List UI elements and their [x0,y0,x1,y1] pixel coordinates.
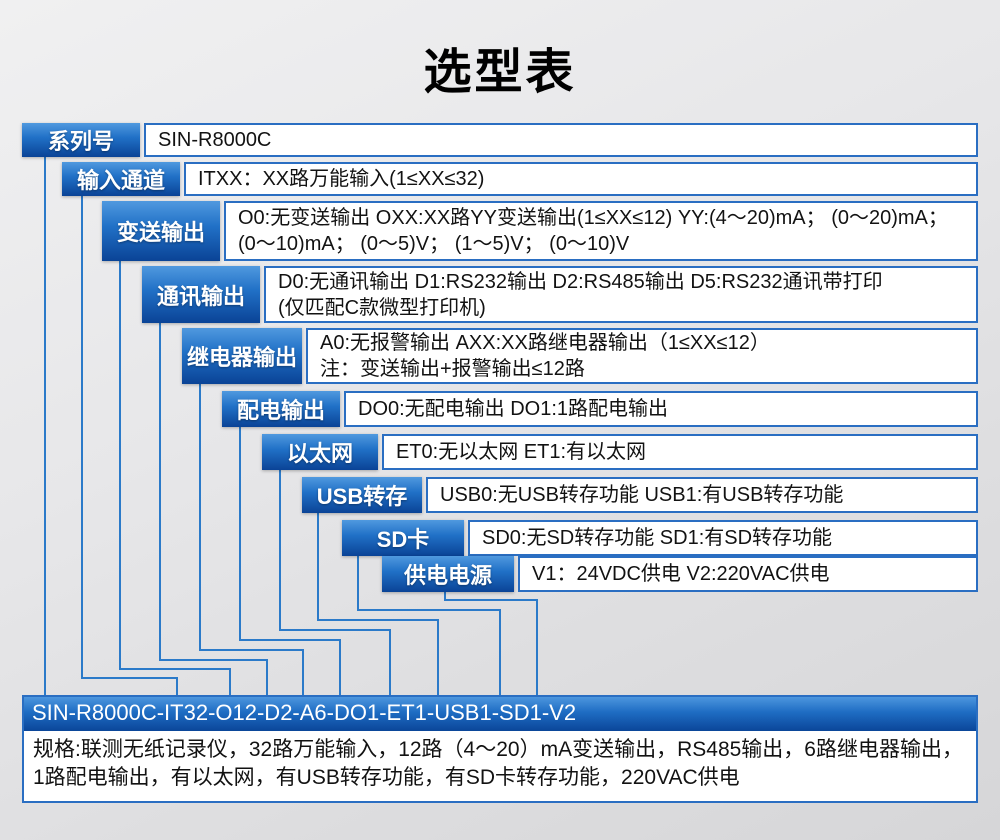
row-power-supply-label: 供电电源 [382,556,514,592]
row-transmit-output: 变送输出 O0:无变送输出 OXX:XX路YY变送输出(1≤XX≤12) YY:(… [102,201,978,261]
row-series: 系列号 SIN-R8000C [22,123,978,157]
row-sd-card-content: SD0:无SD转存功能 SD1:有SD转存功能 [468,520,978,556]
row-transmit-output-label: 变送输出 [102,201,220,261]
row-power-dist-output: 配电输出 DO0:无配电输出 DO1:1路配电输出 [222,391,978,427]
connector-sd-card [357,556,501,697]
row-transmit-output-content: O0:无变送输出 OXX:XX路YY变送输出(1≤XX≤12) YY:(4～20… [224,201,978,261]
row-sd-card-label: SD卡 [342,520,464,556]
row-power-dist-output-label: 配电输出 [222,391,340,427]
row-comm-output-label: 通讯输出 [142,266,260,323]
row-power-supply: 供电电源 V1：24VDC供电 V2:220VAC供电 [382,556,978,592]
model-code-bar: SIN-R8000C-IT32-O12-D2-A6-DO1-ET1-USB1-S… [24,697,976,731]
row-input-channels: 输入通道 ITXX：XX路万能输入(1≤XX≤32) [62,162,978,196]
row-power-dist-output-content: DO0:无配电输出 DO1:1路配电输出 [344,391,978,427]
result-block: SIN-R8000C-IT32-O12-D2-A6-DO1-ET1-USB1-S… [22,695,978,803]
connector-power-supply [444,592,538,697]
row-input-channels-label: 输入通道 [62,162,180,196]
row-relay-output-label: 继电器输出 [182,328,302,384]
connector-comm-output [159,323,268,697]
page-title: 选型表 [423,46,577,99]
row-power-supply-content: V1：24VDC供电 V2:220VAC供电 [518,556,978,592]
row-sd-card: SD卡 SD0:无SD转存功能 SD1:有SD转存功能 [342,520,978,556]
row-usb-transfer-content: USB0:无USB转存功能 USB1:有USB转存功能 [426,477,978,513]
row-usb-transfer: USB转存 USB0:无USB转存功能 USB1:有USB转存功能 [302,477,978,513]
row-ethernet-content: ET0:无以太网 ET1:有以太网 [382,434,978,470]
connector-power-dist-output [239,427,341,697]
connector-relay-output [199,384,304,697]
row-usb-transfer-label: USB转存 [302,477,422,513]
row-relay-output-content: A0:无报警输出 AXX:XX路继电器输出（1≤XX≤12） 注：变送输出+报警… [306,328,978,384]
spec-text: 规格:联测无纸记录仪，32路万能输入，12路（4～20）mA变送输出，RS485… [33,738,963,789]
row-ethernet: 以太网 ET0:无以太网 ET1:有以太网 [262,434,978,470]
row-input-channels-content: ITXX：XX路万能输入(1≤XX≤32) [184,162,978,196]
row-comm-output: 通讯输出 D0:无通讯输出 D1:RS232输出 D2:RS485输出 D5:RS… [142,266,978,323]
connector-usb-transfer [317,513,439,697]
row-comm-output-content: D0:无通讯输出 D1:RS232输出 D2:RS485输出 D5:RS232通… [264,266,978,323]
row-ethernet-label: 以太网 [262,434,378,470]
row-series-label: 系列号 [22,123,140,157]
row-series-content: SIN-R8000C [144,123,978,157]
row-relay-output: 继电器输出 A0:无报警输出 AXX:XX路继电器输出（1≤XX≤12） 注：变送… [182,328,978,384]
model-code-text: SIN-R8000C-IT32-O12-D2-A6-DO1-ET1-USB1-S… [32,700,577,725]
connector-input-channels [81,196,178,697]
connector-ethernet [279,470,391,697]
connector-transmit-output [119,261,231,697]
